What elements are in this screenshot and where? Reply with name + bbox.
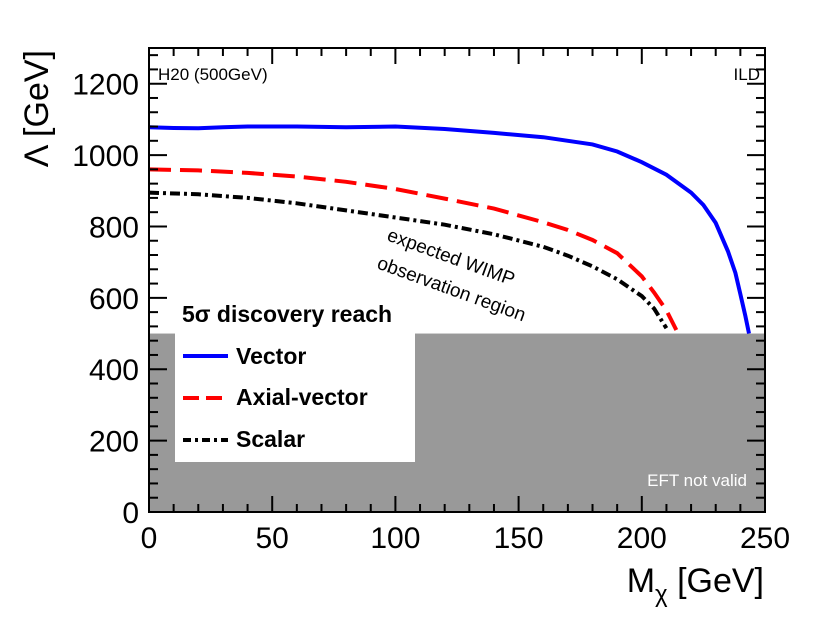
plot-frame <box>148 47 766 513</box>
y-tick-label-600: 600 <box>89 283 139 316</box>
y-tick-label-400: 400 <box>89 354 139 387</box>
x-axis-title-main: M <box>627 562 655 600</box>
y-tick-label-1000: 1000 <box>72 140 139 173</box>
y-axis-title: Λ [GeV] <box>18 50 56 167</box>
x-tick-label-0: 0 <box>141 522 158 555</box>
ticks-layer: 0 50 100 150 200 250 0 200 400 600 800 1000 1200 <box>72 48 790 555</box>
series-line-vector <box>148 124 751 334</box>
x-axis-title-sub: χ <box>655 581 668 608</box>
legend-box <box>175 290 415 462</box>
legend-label-scalar: Scalar <box>236 426 305 452</box>
excluded-region-label: EFT not valid <box>647 471 747 490</box>
y-tick-label-0: 0 <box>122 497 139 530</box>
top-left-label: H20 (500GeV) <box>158 65 268 84</box>
y-tick-label-200: 200 <box>89 426 139 459</box>
x-axis-title-unit: [GeV] <box>668 562 764 600</box>
series-layer <box>148 124 751 334</box>
legend-label-vector: Vector <box>236 343 306 369</box>
legend-label-axial-vector: Axial-vector <box>236 384 368 410</box>
x-tick-label-100: 100 <box>370 522 420 555</box>
top-right-label: ILD <box>734 65 760 84</box>
x-tick-label-250: 250 <box>740 522 790 555</box>
legend-title: 5σ discovery reach <box>182 301 392 327</box>
x-tick-label-200: 200 <box>617 522 667 555</box>
y-tick-label-800: 800 <box>89 211 139 244</box>
series-line-axial-vector <box>148 167 679 331</box>
legend: 5σ discovery reach Vector Axial-vector S… <box>175 290 415 462</box>
x-tick-label-50: 50 <box>256 522 289 555</box>
x-tick-label-150: 150 <box>494 522 544 555</box>
y-tick-label-1200: 1200 <box>72 69 139 102</box>
series-line-scalar <box>148 190 669 330</box>
x-axis-title: Mχ [GeV] <box>627 562 764 608</box>
